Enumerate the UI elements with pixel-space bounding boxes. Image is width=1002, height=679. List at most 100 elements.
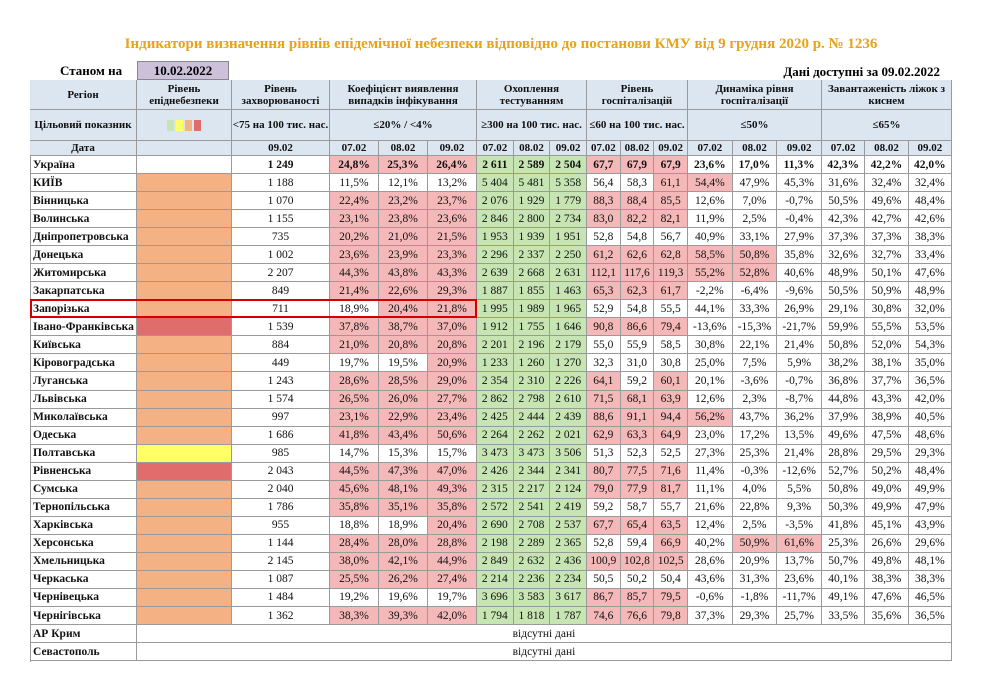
date: 09.02 xyxy=(654,141,688,156)
value-cell: 59,4 xyxy=(620,534,655,553)
target-value: ≤60 на 100 тис. нас. xyxy=(587,110,688,141)
value-cell: 23,1% xyxy=(330,210,379,229)
value-cell: 46,5% xyxy=(908,588,952,607)
value-cell: 35,1% xyxy=(379,498,428,517)
value-cell: 32,6% xyxy=(822,246,866,265)
date: 07.02 xyxy=(330,141,379,156)
value-cell: -15,3% xyxy=(732,318,778,337)
value-cell: 88,4 xyxy=(620,192,655,211)
value-cell: 50,1% xyxy=(865,264,909,283)
value-cell: 38,0% xyxy=(330,552,379,571)
level-cell xyxy=(137,318,232,337)
value-cell: 52,8 xyxy=(587,534,621,553)
level-cell xyxy=(137,354,232,373)
region-name: Івано-Франківська xyxy=(30,318,137,337)
value-cell: 21,4% xyxy=(777,336,822,355)
value-cell: 38,3% xyxy=(330,607,379,626)
value-cell: 66,9 xyxy=(654,534,688,553)
value-cell: 2 344 xyxy=(513,462,551,481)
value-cell: 35,6% xyxy=(865,607,909,626)
value-cell: 35,8% xyxy=(777,246,822,265)
value-cell: 13,2% xyxy=(428,174,477,193)
value-cell: 14,7% xyxy=(330,444,379,463)
value-cell: 2 341 xyxy=(550,462,587,481)
value-cell: -9,6% xyxy=(777,282,822,301)
level-cell xyxy=(137,516,232,535)
value-cell: 42,2% xyxy=(865,156,909,175)
color-swatch xyxy=(176,119,183,131)
value-cell: 28,8% xyxy=(822,444,866,463)
value-cell: -0,6% xyxy=(688,588,733,607)
value-cell: 54,3% xyxy=(908,336,952,355)
value-cell: 37,0% xyxy=(428,318,477,337)
value-cell: 25,7% xyxy=(777,607,822,626)
value-cell: 42,6% xyxy=(908,210,952,229)
value-cell: 1 929 xyxy=(513,192,551,211)
region-name: Житомирська xyxy=(30,264,137,283)
value-cell: 38,3% xyxy=(865,570,909,589)
value-cell: 15,3% xyxy=(379,444,428,463)
header-cell: Охоплення тестуванням xyxy=(477,80,587,110)
value-cell: 9,3% xyxy=(777,498,822,517)
value-cell: 30,8 xyxy=(654,354,688,373)
value-cell: 44,1% xyxy=(688,300,733,319)
value-cell: 28,5% xyxy=(379,372,428,391)
value-cell: 23,8% xyxy=(379,210,428,229)
value-cell: -21,7% xyxy=(777,318,822,337)
value-cell: 2 076 xyxy=(477,192,514,211)
value-cell: 19,7% xyxy=(428,588,477,607)
value-cell: 36,2% xyxy=(777,408,822,427)
value-cell: 32,0% xyxy=(908,300,952,319)
value-cell: 43,6% xyxy=(688,570,733,589)
value-cell: 25,5% xyxy=(330,570,379,589)
value-cell: 40,2% xyxy=(688,534,733,553)
value-cell: 38,3% xyxy=(908,228,952,247)
value-cell: 5,9% xyxy=(777,354,822,373)
value-cell: 55,0 xyxy=(587,336,621,355)
header-cell: Рівень захворюваності xyxy=(232,80,330,110)
value-cell: 1 818 xyxy=(513,607,551,626)
value-cell: 2,3% xyxy=(732,390,778,409)
header-cell: Завантаженість ліжок з киснем xyxy=(822,80,952,110)
date: 08.02 xyxy=(513,141,551,156)
region-name: Луганська xyxy=(30,372,137,391)
value-cell: 7,0% xyxy=(732,192,778,211)
value-cell: 61,2 xyxy=(587,246,621,265)
value-cell: 955 xyxy=(232,516,330,535)
no-data-note: відсутні дані xyxy=(137,643,952,662)
level-cell xyxy=(137,372,232,391)
region-name: Одеська xyxy=(30,426,137,445)
value-cell: 23,9% xyxy=(379,246,428,265)
value-cell: 1 953 xyxy=(477,228,514,247)
target-colors xyxy=(137,110,232,141)
value-cell: 41,8% xyxy=(330,426,379,445)
value-cell: 2,5% xyxy=(732,516,778,535)
value-cell: 1 070 xyxy=(232,192,330,211)
value-cell: 62,9 xyxy=(587,426,621,445)
value-cell: 28,8% xyxy=(428,534,477,553)
region-name: Київська xyxy=(30,336,137,355)
value-cell: 2 296 xyxy=(477,246,514,265)
value-cell: 100,9 xyxy=(587,552,621,571)
value-cell: 26,6% xyxy=(865,534,909,553)
value-cell: 1 912 xyxy=(477,318,514,337)
value-cell: 49,9% xyxy=(865,498,909,517)
level-cell xyxy=(137,480,232,499)
value-cell: 27,4% xyxy=(428,570,477,589)
value-cell: 2 226 xyxy=(550,372,587,391)
region-name: Кіровоградська xyxy=(30,354,137,373)
value-cell: 64,9 xyxy=(654,426,688,445)
value-cell: 28,6% xyxy=(330,372,379,391)
value-cell: 2 668 xyxy=(513,264,551,283)
value-cell: 62,3 xyxy=(620,282,655,301)
value-cell: 32,3 xyxy=(587,354,621,373)
value-cell: 54,8 xyxy=(620,228,655,247)
value-cell: 86,6 xyxy=(620,318,655,337)
value-cell: 117,6 xyxy=(620,264,655,283)
value-cell: 42,3% xyxy=(822,156,866,175)
value-cell: 62,6 xyxy=(620,246,655,265)
value-cell: 55,2% xyxy=(688,264,733,283)
date-label: Дата xyxy=(30,141,137,156)
value-cell: 33,5% xyxy=(822,607,866,626)
value-cell: 47,0% xyxy=(428,462,477,481)
